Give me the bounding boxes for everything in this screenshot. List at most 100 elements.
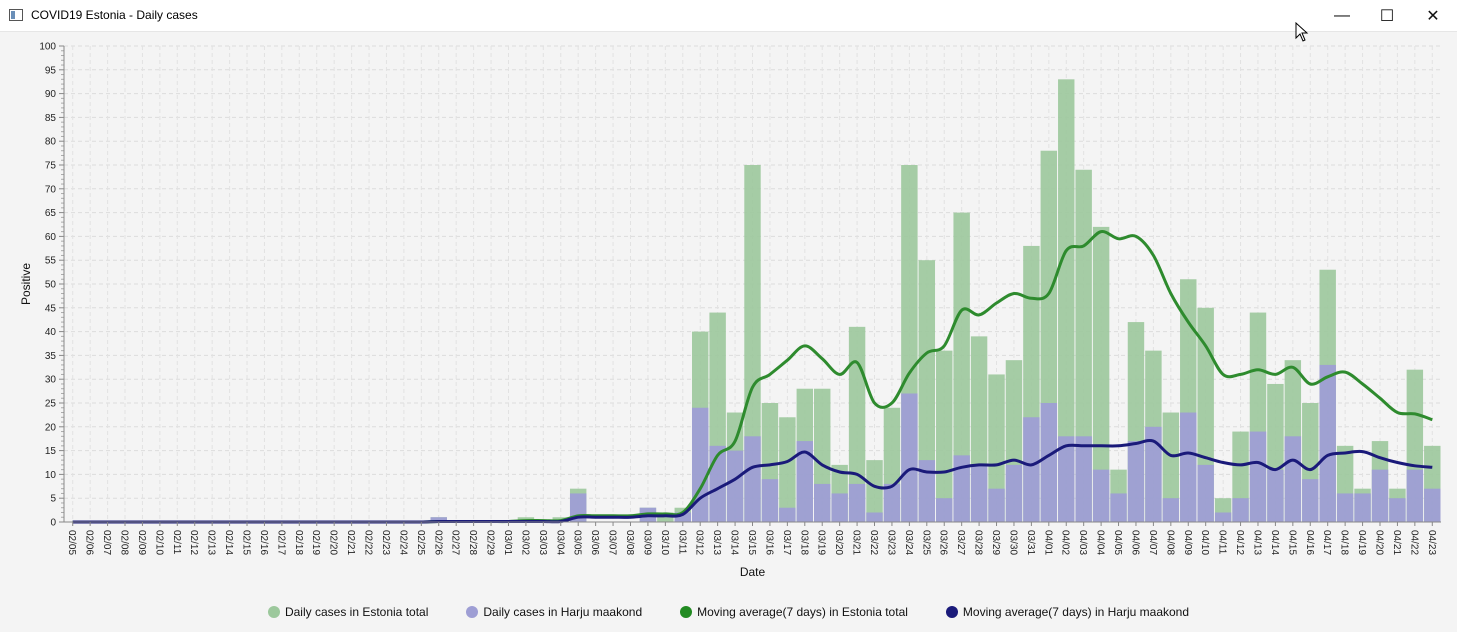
x-tick-label: 04/03 xyxy=(1077,530,1088,555)
bar-estonia-total xyxy=(1162,412,1180,522)
x-tick-label: 02/12 xyxy=(188,530,199,555)
x-tick-label: 03/02 xyxy=(519,530,530,555)
y-tick-label: 85 xyxy=(45,113,57,124)
x-tick-label: 03/13 xyxy=(711,530,722,555)
x-axis-label: Date xyxy=(740,565,766,579)
maximize-icon: ☐ xyxy=(1379,7,1395,25)
x-tick-label: 04/06 xyxy=(1130,530,1141,555)
x-tick-label: 03/08 xyxy=(624,530,635,555)
app-icon xyxy=(9,9,23,21)
y-tick-label: 75 xyxy=(45,161,57,172)
bar-estonia-total xyxy=(918,260,936,522)
legend-swatch-icon xyxy=(466,606,479,618)
x-tick-label: 03/09 xyxy=(641,530,652,555)
x-tick-label: 04/07 xyxy=(1147,530,1158,555)
bar-estonia-total xyxy=(988,374,1005,522)
bar-harju-maakond xyxy=(796,441,814,522)
x-tick-label: 03/24 xyxy=(903,530,914,555)
bar-estonia-total xyxy=(953,212,970,522)
y-tick-label: 95 xyxy=(45,65,57,76)
x-tick-label: 03/11 xyxy=(676,530,687,555)
x-tick-label: 03/25 xyxy=(920,530,931,555)
legend-swatch-icon xyxy=(267,606,280,618)
x-tick-label: 03/19 xyxy=(816,530,827,555)
x-tick-label: 03/03 xyxy=(537,530,548,555)
x-tick-label: 03/28 xyxy=(973,530,984,555)
title-bar: COVID19 Estonia - Daily cases — ☐ ✕ xyxy=(0,0,1457,32)
y-tick-label: 80 xyxy=(45,137,57,148)
x-tick-label: 04/18 xyxy=(1339,530,1350,555)
bar-harju-maakond xyxy=(1180,412,1197,522)
bar-harju-maakond xyxy=(1232,498,1249,522)
legend-label: Moving average(7 days) in Estonia total xyxy=(697,605,908,619)
bar-harju-maakond xyxy=(814,483,831,522)
bar-harju-maakond xyxy=(866,512,883,522)
x-tick-label: 02/09 xyxy=(136,530,147,555)
x-tick-label: 02/19 xyxy=(310,530,321,555)
bar-harju-maakond xyxy=(953,455,970,522)
bar-estonia-total xyxy=(866,460,883,522)
bar-harju-maakond xyxy=(1075,436,1092,522)
bar-harju-maakond xyxy=(1249,431,1267,522)
bar-harju-maakond xyxy=(779,507,796,522)
legend-item-harju-average: Moving average(7 days) in Harju maakond xyxy=(945,605,1189,619)
x-tick-label: 02/18 xyxy=(293,530,304,555)
bar-harju-maakond xyxy=(1058,436,1075,522)
x-tick-label: 02/06 xyxy=(84,530,95,555)
bar-harju-maakond xyxy=(1197,464,1214,522)
x-tick-label: 02/20 xyxy=(328,530,339,555)
bar-harju-maakond xyxy=(883,483,901,522)
y-tick-label: 55 xyxy=(45,256,57,267)
bar-harju-maakond xyxy=(726,450,744,522)
x-tick-label: 02/05 xyxy=(66,530,77,555)
y-tick-label: 50 xyxy=(45,280,57,291)
bar-harju-maakond xyxy=(1092,469,1110,522)
y-tick-label: 20 xyxy=(45,422,57,433)
bar-harju-maakond xyxy=(901,393,918,522)
x-tick-label: 02/23 xyxy=(380,530,391,555)
bar-harju-maakond xyxy=(936,498,953,522)
x-tick-label: 02/08 xyxy=(119,530,130,555)
x-tick-label: 04/15 xyxy=(1286,530,1297,555)
x-tick-label: 03/22 xyxy=(868,530,879,555)
bar-estonia-total xyxy=(1058,79,1075,522)
y-tick-label: 40 xyxy=(45,327,57,338)
x-tick-label: 02/13 xyxy=(206,530,217,555)
x-tick-label: 04/09 xyxy=(1182,530,1193,555)
bar-estonia-total xyxy=(779,417,796,522)
legend-item-estonia-bars: Daily cases in Estonia total xyxy=(267,605,428,619)
bar-harju-maakond xyxy=(1336,493,1354,522)
minimize-icon: — xyxy=(1334,6,1350,24)
y-tick-label: 45 xyxy=(45,303,57,314)
x-tick-label: 03/29 xyxy=(990,530,1001,555)
x-tick-label: 02/24 xyxy=(397,530,408,555)
bar-harju-maakond xyxy=(430,517,447,522)
x-tick-label: 03/01 xyxy=(502,530,513,555)
x-tick-label: 04/11 xyxy=(1217,530,1228,555)
x-tick-label: 04/05 xyxy=(1112,530,1123,555)
close-button[interactable]: ✕ xyxy=(1410,0,1456,31)
bar-harju-maakond xyxy=(1284,436,1302,522)
x-tick-label: 03/20 xyxy=(833,530,844,555)
x-tick-label: 03/17 xyxy=(781,530,792,555)
bar-harju-maakond xyxy=(1145,426,1162,522)
x-tick-label: 03/15 xyxy=(746,530,757,555)
y-tick-label: 35 xyxy=(45,351,57,362)
x-tick-label: 03/23 xyxy=(885,530,896,555)
x-tick-label: 04/16 xyxy=(1304,530,1315,555)
x-tick-label: 04/04 xyxy=(1095,530,1106,555)
x-tick-label: 03/27 xyxy=(955,530,966,555)
minimize-button[interactable]: — xyxy=(1319,0,1365,31)
bar-harju-maakond xyxy=(1267,469,1284,522)
x-tick-label: 02/14 xyxy=(223,530,234,555)
x-tick-label: 03/07 xyxy=(607,530,618,555)
x-tick-label: 03/12 xyxy=(694,530,705,555)
maximize-button[interactable]: ☐ xyxy=(1364,0,1410,31)
x-tick-label: 02/07 xyxy=(101,530,112,555)
x-tick-label: 04/21 xyxy=(1391,530,1402,555)
x-tick-label: 04/10 xyxy=(1199,530,1210,555)
x-tick-label: 03/30 xyxy=(1008,530,1019,555)
y-tick-label: 0 xyxy=(50,518,56,529)
bar-harju-maakond xyxy=(988,488,1005,522)
bar-harju-maakond xyxy=(1389,498,1406,522)
